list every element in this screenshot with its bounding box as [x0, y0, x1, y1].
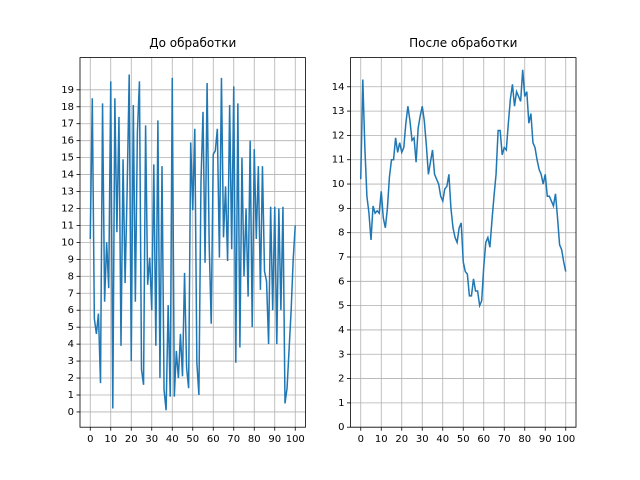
x-tick-label: 0: [87, 434, 93, 445]
y-tick-label: 15: [61, 153, 74, 164]
y-tick-label: 7: [68, 288, 74, 299]
x-tick-label: 90: [539, 434, 552, 445]
y-tick-label: 3: [338, 349, 344, 360]
chart-title: После обработки: [409, 36, 517, 50]
y-tick-label: 10: [332, 179, 345, 190]
axes-frame: [350, 57, 577, 428]
y-tick-label: 5: [338, 301, 344, 312]
x-tick-label: 80: [518, 434, 531, 445]
y-tick-label: 10: [61, 237, 74, 248]
y-tick-label: 3: [68, 356, 74, 367]
y-tick-label: 9: [68, 254, 74, 265]
y-tick-label: 2: [338, 374, 344, 385]
x-tick-label: 30: [416, 434, 429, 445]
y-tick-label: 14: [332, 82, 345, 93]
y-tick-label: 6: [338, 276, 344, 287]
y-tick-label: 4: [338, 325, 344, 336]
y-tick-label: 9: [338, 203, 344, 214]
y-tick-label: 1: [68, 390, 74, 401]
y-tick-label: 11: [61, 220, 74, 231]
y-tick-label: 8: [68, 271, 74, 282]
x-tick-label: 20: [125, 434, 138, 445]
y-tick-label: 18: [61, 102, 74, 113]
x-tick-label: 70: [227, 434, 240, 445]
y-tick-label: 16: [61, 136, 74, 147]
x-tick-label: 10: [104, 434, 117, 445]
x-tick-label: 50: [186, 434, 199, 445]
y-tick-label: 13: [61, 187, 74, 198]
x-tick-label: 40: [166, 434, 179, 445]
y-tick-label: 2: [68, 373, 74, 384]
x-tick-label: 20: [395, 434, 408, 445]
y-tick-label: 13: [332, 106, 345, 117]
y-tick-label: 7: [338, 252, 344, 263]
axes-frame: [79, 57, 306, 428]
x-tick-label: 70: [498, 434, 511, 445]
x-tick-label: 80: [248, 434, 261, 445]
y-tick-label: 17: [61, 119, 74, 130]
x-tick-label: 0: [358, 434, 364, 445]
data-line: [89, 74, 296, 411]
y-tick-label: 1: [338, 398, 344, 409]
y-tick-label: 12: [332, 130, 345, 141]
x-tick-label: 100: [556, 434, 575, 445]
y-tick-label: 4: [68, 339, 74, 350]
y-tick-label: 8: [338, 228, 344, 239]
y-tick-label: 5: [68, 322, 74, 333]
x-tick-label: 30: [145, 434, 158, 445]
x-tick-label: 10: [375, 434, 388, 445]
data-line: [360, 69, 567, 309]
y-tick-label: 12: [61, 203, 74, 214]
y-tick-label: 19: [61, 85, 74, 96]
x-tick-label: 40: [436, 434, 449, 445]
x-tick-label: 100: [286, 434, 305, 445]
x-tick-label: 90: [268, 434, 281, 445]
y-tick-label: 0: [338, 422, 344, 433]
y-tick-label: 6: [68, 305, 74, 316]
y-tick-label: 14: [61, 170, 74, 181]
x-tick-label: 50: [457, 434, 470, 445]
x-tick-label: 60: [207, 434, 220, 445]
x-tick-label: 60: [477, 434, 490, 445]
y-tick-label: 11: [332, 155, 345, 166]
chart-title: До обработки: [149, 36, 236, 50]
y-tick-label: 0: [68, 407, 74, 418]
